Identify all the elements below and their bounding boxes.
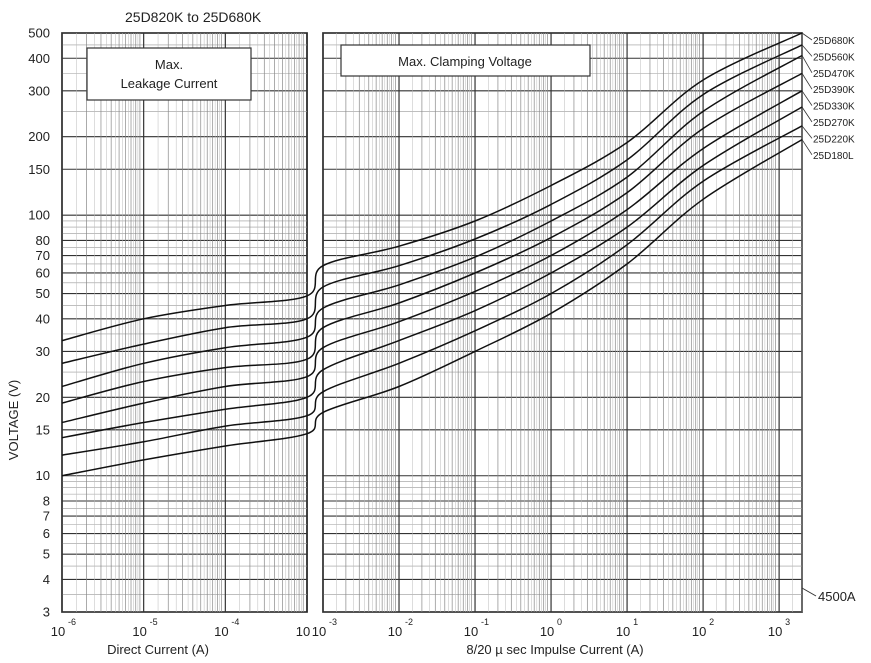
x-tick-label: 10 (132, 624, 146, 639)
x-axis-label-right: 8/20 µ sec Impulse Current (A) (466, 642, 643, 657)
x-tick-exponent: -3 (329, 617, 337, 627)
series-leader (801, 73, 813, 90)
x-tick-exponent: 0 (557, 617, 562, 627)
y-tick-label: 300 (28, 83, 50, 98)
series-label: 25D390K (813, 85, 855, 96)
series-leader (801, 44, 813, 57)
series-label: 25D470K (813, 69, 855, 80)
series-leader (801, 125, 813, 139)
leakage-box-line-1: Max. (155, 57, 183, 72)
y-axis-label: VOLTAGE (V) (6, 380, 21, 460)
grid-left (61, 32, 308, 613)
x-tick-exponent: -6 (68, 617, 76, 627)
annotation-4500a: 4500A (801, 587, 856, 604)
series-leader (801, 106, 813, 123)
y-tick-label: 5 (43, 547, 50, 562)
series-leader (801, 90, 813, 106)
y-tick-label: 100 (28, 208, 50, 223)
x-tick-exponent: -4 (231, 617, 239, 627)
leakage-box-line-2: Leakage Current (121, 76, 218, 91)
y-tick-label: 60 (36, 265, 50, 280)
panel-frame (61, 32, 308, 613)
series-label: 25D270K (813, 118, 855, 129)
series-line-25D680K (61, 32, 803, 342)
series-label: 25D330K (813, 102, 855, 113)
series-label: 25D560K (813, 52, 855, 63)
y-tick-label: 200 (28, 129, 50, 144)
x-tick-exponent: -5 (150, 617, 158, 627)
y-tick-label: 500 (28, 26, 50, 41)
y-tick-label: 150 (28, 162, 50, 177)
series-line-25D180L (61, 138, 803, 477)
y-tick-label: 40 (36, 311, 50, 326)
series-label: 25D680K (813, 36, 855, 47)
x-tick-label: 10 (692, 624, 706, 639)
y-tick-label: 4 (43, 572, 50, 587)
y-tick-label: 7 (43, 509, 50, 524)
y-tick-label: 400 (28, 51, 50, 66)
y-tick-label: 20 (36, 390, 50, 405)
series-leader (801, 55, 813, 73)
x-tick-exponent: 3 (785, 617, 790, 627)
series-line-25D470K (61, 54, 803, 388)
series-labels: 25D680K 25D560K 25D470K 25D390K 25D330K 25D27… (801, 32, 855, 162)
x-tick-label: 10 (464, 624, 478, 639)
series-line-25D270K (61, 106, 803, 439)
y-tick-label: 10 (36, 468, 50, 483)
x-tick-label: 10 (540, 624, 554, 639)
clamping-voltage-box: Max. Clamping Voltage (340, 44, 591, 77)
series-label: 25D180L (813, 151, 854, 162)
clamping-box-label: Max. Clamping Voltage (398, 54, 532, 69)
series-line-25D390K (61, 72, 803, 404)
x-tick-label: 10 (616, 624, 630, 639)
x-axis-label-left: Direct Current (A) (107, 642, 209, 657)
y-tick-label: 3 (43, 605, 50, 620)
series-leader (801, 32, 813, 41)
x-tick-label: 10 (768, 624, 782, 639)
series-lines (61, 32, 803, 477)
leakage-current-box: Max. Leakage Current (86, 47, 252, 101)
y-tick-label: 80 (36, 233, 50, 248)
y-tick-label: 6 (43, 526, 50, 541)
series-leader (801, 139, 813, 156)
y-tick-label: 15 (36, 422, 50, 437)
x-tick-exponent: 2 (709, 617, 714, 627)
x-tick-label: 10 (51, 624, 65, 639)
x-tick-exponent: -1 (481, 617, 489, 627)
y-tick-label: 70 (36, 248, 50, 263)
y-tick-label: 8 (43, 493, 50, 508)
x-tick-exponent: 1 (633, 617, 638, 627)
series-label: 25D220K (813, 134, 855, 145)
x-tick-exponent: -2 (405, 617, 413, 627)
x-tick-label: 10 (214, 624, 228, 639)
series-line-25D560K (61, 44, 803, 365)
series-line-25D330K (61, 90, 803, 424)
series-line-25D220K (61, 125, 803, 456)
x-tick-label: 10 (296, 624, 310, 639)
x-tick-label: 10 (312, 624, 326, 639)
x-tick-label: 10 (388, 624, 402, 639)
y-tick-label: 50 (36, 286, 50, 301)
annotation-4500a-label: 4500A (818, 589, 856, 604)
chart-title: 25D820K to 25D680K (125, 9, 262, 25)
y-tick-label: 30 (36, 344, 50, 359)
